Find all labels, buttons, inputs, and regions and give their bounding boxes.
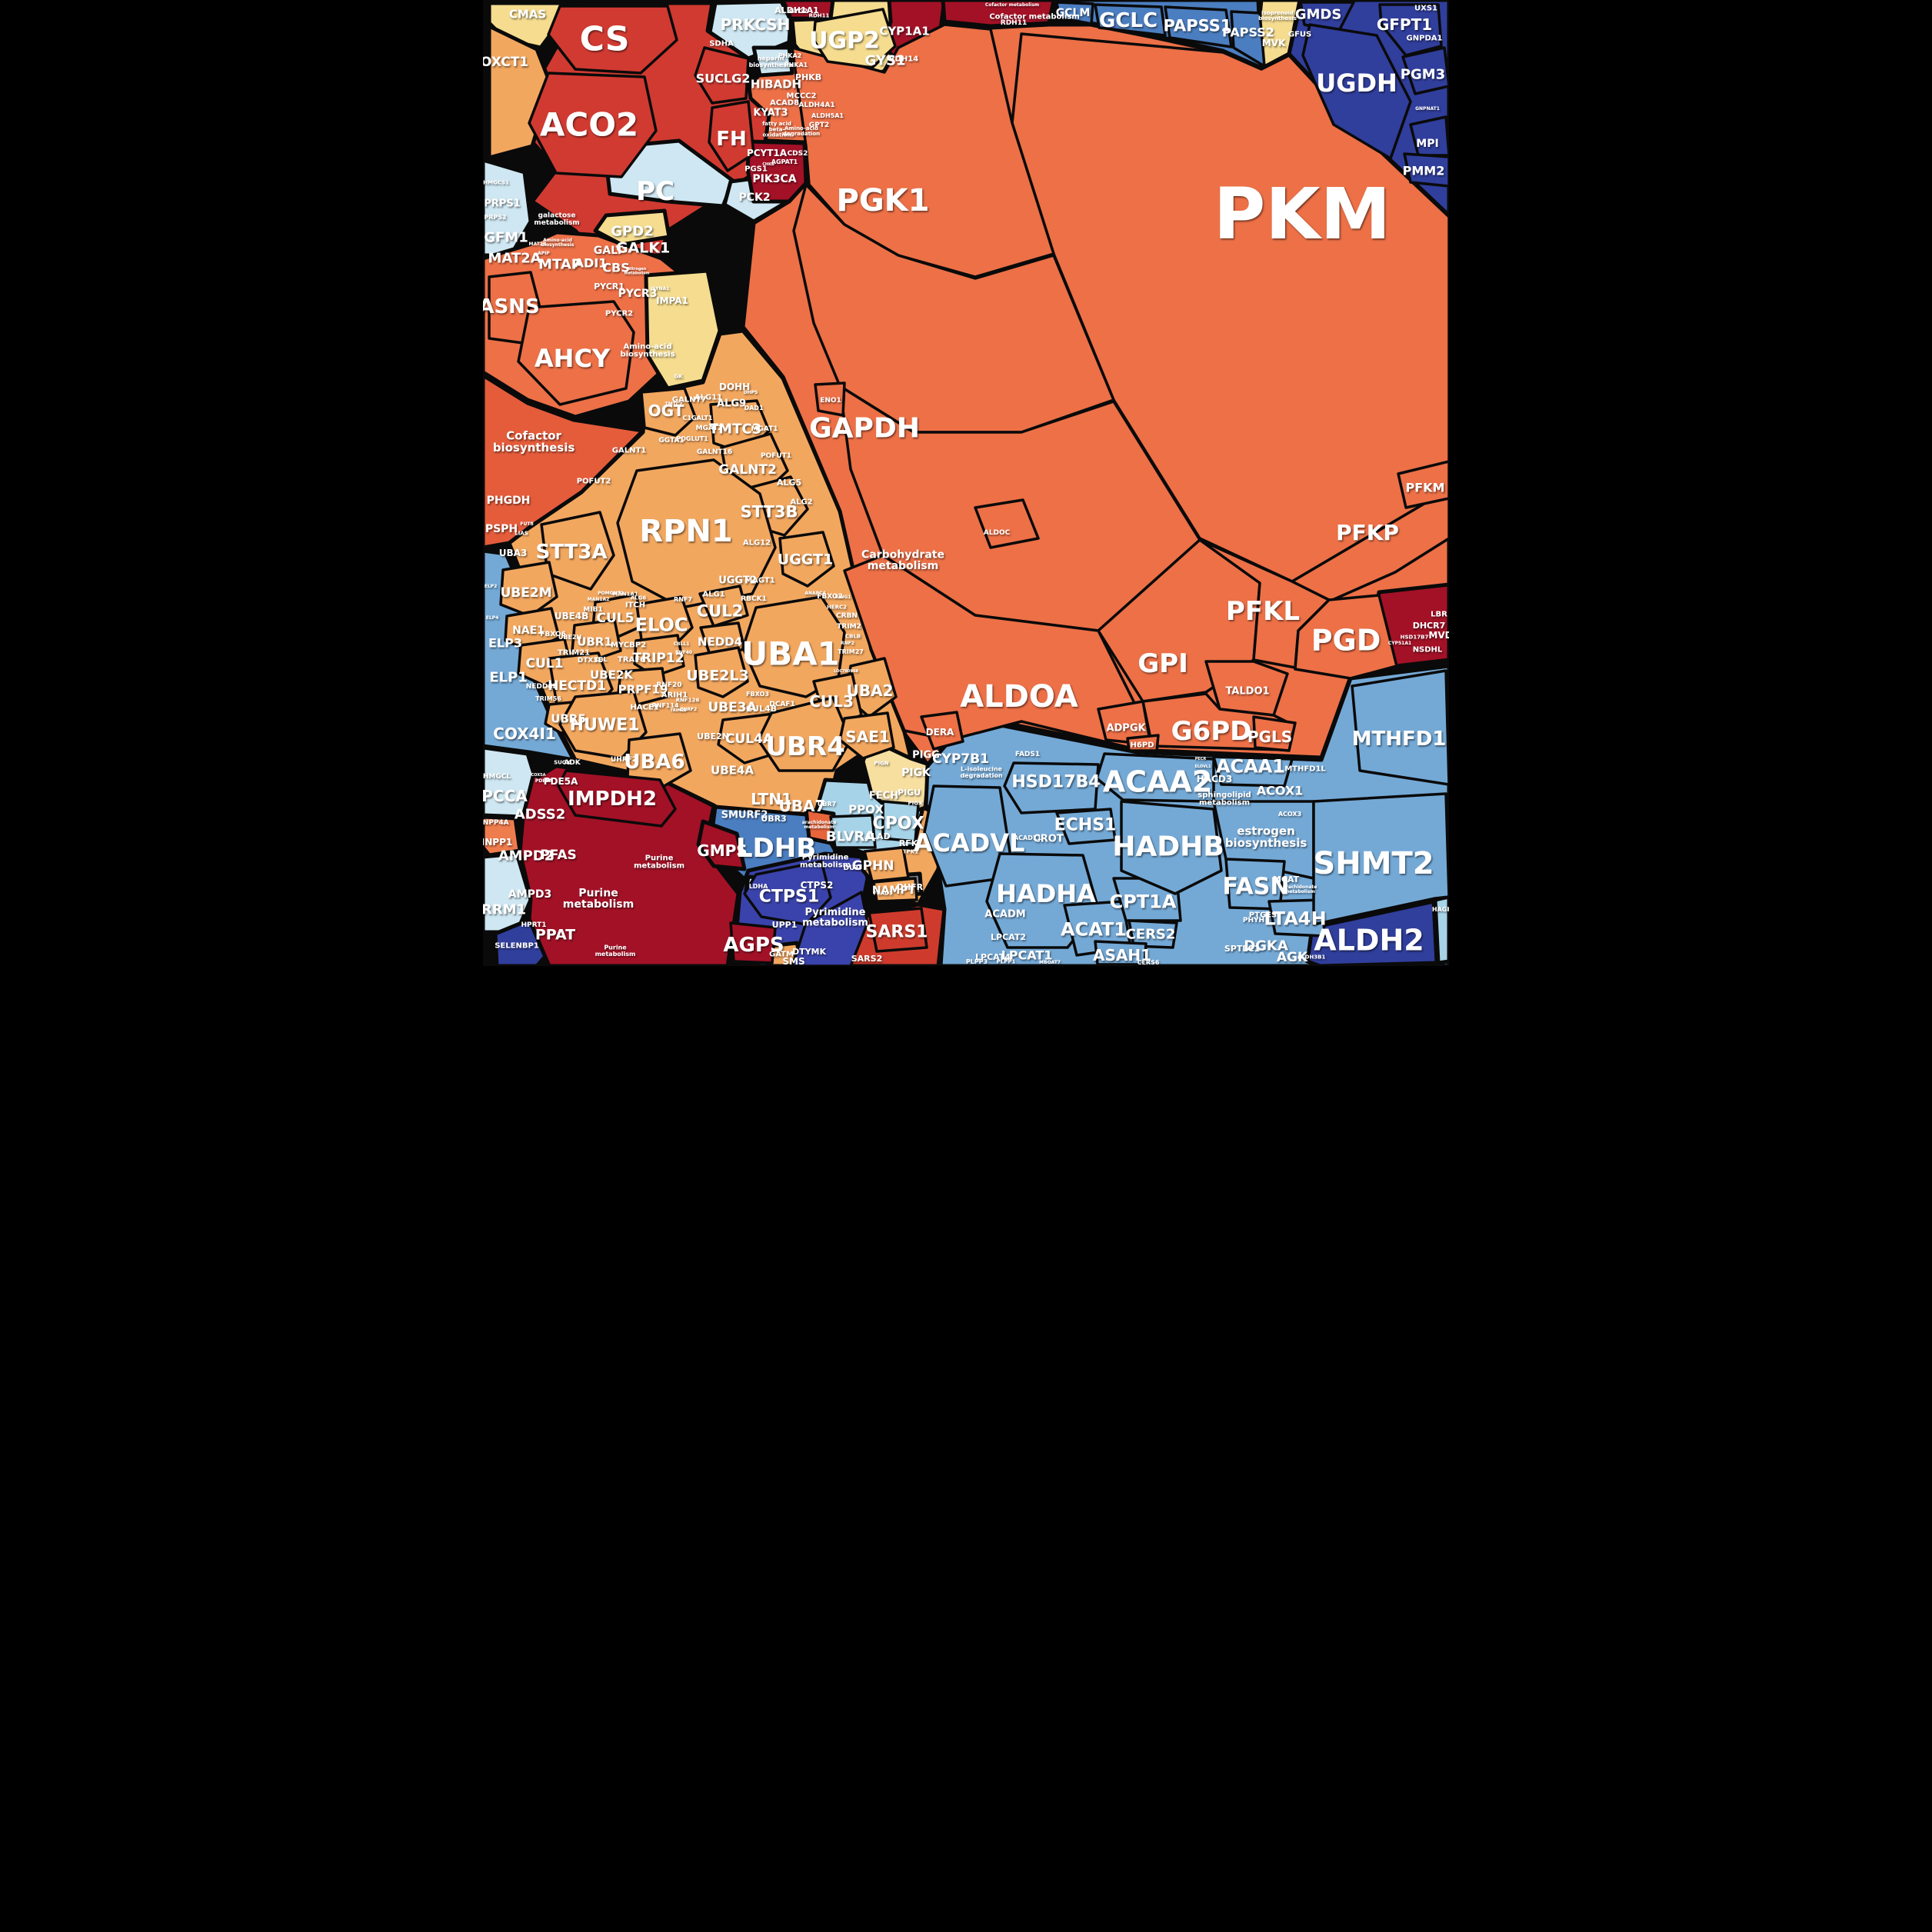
cell-blvra[interactable] — [829, 814, 877, 849]
cell-pgk1[interactable] — [791, 23, 1055, 278]
cell-h6pd[interactable] — [1126, 734, 1160, 752]
region-impa-yellow — [644, 268, 722, 391]
cell-hsd17b4[interactable] — [1003, 761, 1100, 814]
cell-acaa2[interactable] — [1095, 752, 1215, 803]
region-hagh-pale — [1433, 894, 1449, 965]
cell-papss1[interactable] — [1164, 5, 1233, 48]
cell-ubr1[interactable] — [571, 618, 622, 662]
cell-aco2[interactable] — [528, 72, 658, 178]
region-cofactor-biosynthesis — [483, 373, 645, 550]
region-heparin-pale — [751, 45, 794, 78]
region-pcyt1a-crimson — [745, 139, 808, 204]
cell-ube2l3[interactable] — [694, 646, 749, 698]
cell-eno1[interactable] — [814, 381, 846, 417]
cell-pgm3[interactable] — [1401, 46, 1449, 95]
cell-huwe1[interactable] — [558, 690, 648, 760]
cell-rpn1[interactable] — [616, 458, 777, 609]
cell-gclc[interactable] — [1094, 3, 1167, 37]
cell-g6pd[interactable] — [1141, 692, 1291, 751]
cell-pmm2[interactable] — [1403, 152, 1449, 188]
cell-impdh2[interactable] — [557, 769, 677, 828]
cell-dera[interactable] — [920, 711, 964, 751]
cell-acadvl[interactable] — [923, 784, 1015, 888]
cell-asah1[interactable] — [1094, 940, 1148, 966]
cell-uba6[interactable] — [626, 732, 692, 789]
cell-pfkm[interactable] — [1397, 460, 1449, 509]
cell-acaa1[interactable] — [1212, 755, 1294, 788]
cell-mthfd1[interactable] — [1351, 669, 1449, 786]
cell-trip12[interactable] — [633, 634, 685, 678]
cell-pgls[interactable] — [1252, 715, 1297, 752]
cell-shmt2[interactable] — [1312, 792, 1449, 926]
proteomap-canvas: PKM PGK1 GAPDH Carbohydrate metabolism ALDOC A… — [483, 0, 1449, 966]
cell-ogt[interactable] — [640, 387, 697, 437]
cell-nampt[interactable] — [872, 877, 918, 903]
cell-sae1[interactable] — [838, 711, 895, 760]
cell-cul2[interactable] — [698, 585, 749, 628]
cell-aldoc[interactable] — [974, 498, 1040, 549]
region-gpd2-yellow — [593, 208, 671, 247]
region-gmps-crimson — [696, 819, 747, 871]
region-aldh1a1-crimson — [781, 0, 835, 21]
cell-fh[interactable] — [708, 100, 755, 172]
cell-gphn[interactable] — [863, 846, 910, 883]
cell-cers2[interactable] — [1128, 919, 1178, 949]
cell-layer — [488, 1, 1449, 966]
region-cofactor-met-crimson — [941, 0, 1056, 28]
cell-mpi[interactable] — [1409, 115, 1449, 157]
cell-suclg2[interactable] — [694, 46, 750, 105]
cell-hadhb[interactable] — [1120, 800, 1223, 895]
cell-ugp2[interactable] — [812, 8, 897, 69]
region-arachidonate-orange — [804, 807, 836, 845]
cell-gclm[interactable] — [1055, 1, 1094, 25]
region-inpp-orange — [483, 814, 522, 858]
cell-ube2m[interactable] — [499, 561, 558, 618]
cell-pgd[interactable] — [1294, 594, 1398, 680]
cell-taldo1[interactable] — [1204, 660, 1289, 717]
cell-pyrimidine-metabolism[interactable] — [791, 891, 869, 966]
cell-cpox[interactable] — [881, 800, 920, 843]
cell-lta4h[interactable] — [1267, 898, 1326, 938]
cell-uggt1[interactable] — [778, 531, 835, 588]
cell-aldoa[interactable] — [843, 554, 1138, 749]
cell-papss2[interactable] — [1230, 10, 1266, 68]
cell-echs1[interactable] — [1055, 808, 1117, 845]
cell-agps[interactable] — [729, 921, 777, 964]
region-rrm1-pale — [483, 851, 533, 934]
region-aldh2-indigo — [1305, 899, 1439, 966]
cell-cs[interactable] — [547, 5, 678, 75]
cell-gfpt1[interactable] — [1378, 3, 1443, 57]
cell-ubr4[interactable] — [757, 696, 852, 772]
cell-sars1[interactable] — [868, 907, 928, 953]
cell-ugdh[interactable] — [1301, 23, 1412, 160]
region-prkcsh-pale — [708, 0, 793, 61]
region-prps-pale — [483, 158, 533, 258]
cell-ahcy[interactable] — [517, 300, 635, 406]
